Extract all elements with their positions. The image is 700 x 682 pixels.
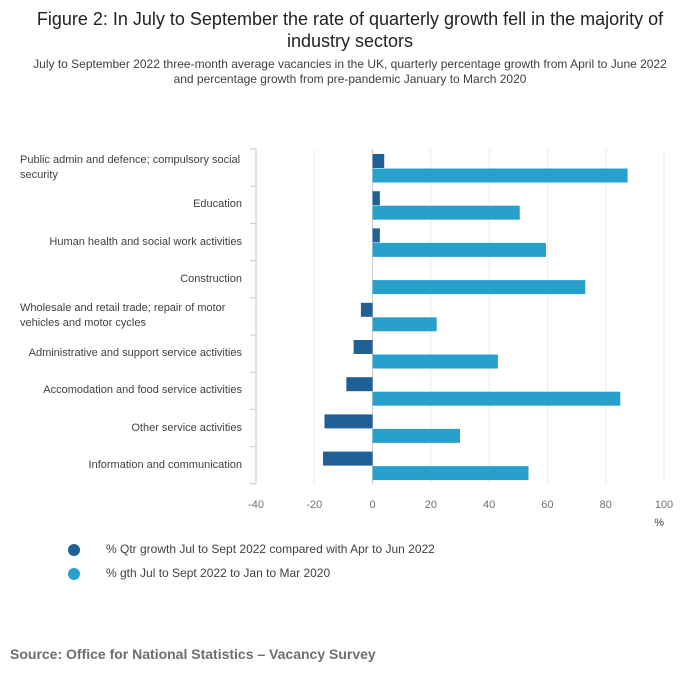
bar <box>372 354 498 369</box>
x-tick-label: 40 <box>483 499 495 511</box>
x-tick-label: -20 <box>306 499 322 511</box>
chart-subtitle: July to September 2022 three-month avera… <box>33 57 667 86</box>
bars <box>323 154 628 481</box>
bar <box>372 466 529 481</box>
category-axis <box>250 148 257 485</box>
x-tick-label: 100 <box>655 499 673 511</box>
x-axis-label: % <box>654 517 664 529</box>
bar <box>372 391 621 406</box>
bar <box>372 317 437 332</box>
category-label: Accomodation and food service activities <box>43 384 242 397</box>
category-label: Administrative and support service activ… <box>28 347 242 360</box>
source-note: Source: Office for National Statistics –… <box>10 646 376 662</box>
category-label: Human health and social work activities <box>49 235 242 248</box>
bar <box>372 428 460 443</box>
bar <box>372 280 586 295</box>
bar <box>360 302 373 317</box>
bar <box>372 228 380 243</box>
legend-swatch <box>68 568 80 580</box>
bar <box>372 168 628 183</box>
category-label: Information and communication <box>88 458 242 471</box>
bar <box>353 340 373 354</box>
bar <box>323 451 373 466</box>
x-tick-label: 0 <box>370 499 376 511</box>
bar <box>324 414 373 429</box>
x-axis-ticks: -40 -20 0 20 40 60 80 100 <box>248 499 673 511</box>
chart-title: Figure 2: In July to September the rate … <box>36 9 664 51</box>
category-label: Other service activities <box>131 421 242 434</box>
x-tick-label: 80 <box>600 499 612 511</box>
legend-label: % Qtr growth Jul to Sept 2022 compared w… <box>106 542 435 556</box>
bar <box>372 191 380 206</box>
category-label: Public admin and defence; compulsory soc… <box>20 153 241 181</box>
bar <box>372 242 546 257</box>
bar <box>346 377 373 392</box>
bar <box>372 154 385 168</box>
category-label: Construction <box>180 272 242 285</box>
x-tick-label: -40 <box>248 499 264 511</box>
bar <box>372 205 520 220</box>
x-tick-label: 60 <box>541 499 553 511</box>
x-tick-label: 20 <box>425 499 437 511</box>
legend-label: % gth Jul to Sept 2022 to Jan to Mar 202… <box>106 566 331 580</box>
category-label: Education <box>193 198 242 211</box>
category-label: Wholesale and retail trade; repair of mo… <box>20 302 226 330</box>
legend-swatch <box>68 544 80 556</box>
